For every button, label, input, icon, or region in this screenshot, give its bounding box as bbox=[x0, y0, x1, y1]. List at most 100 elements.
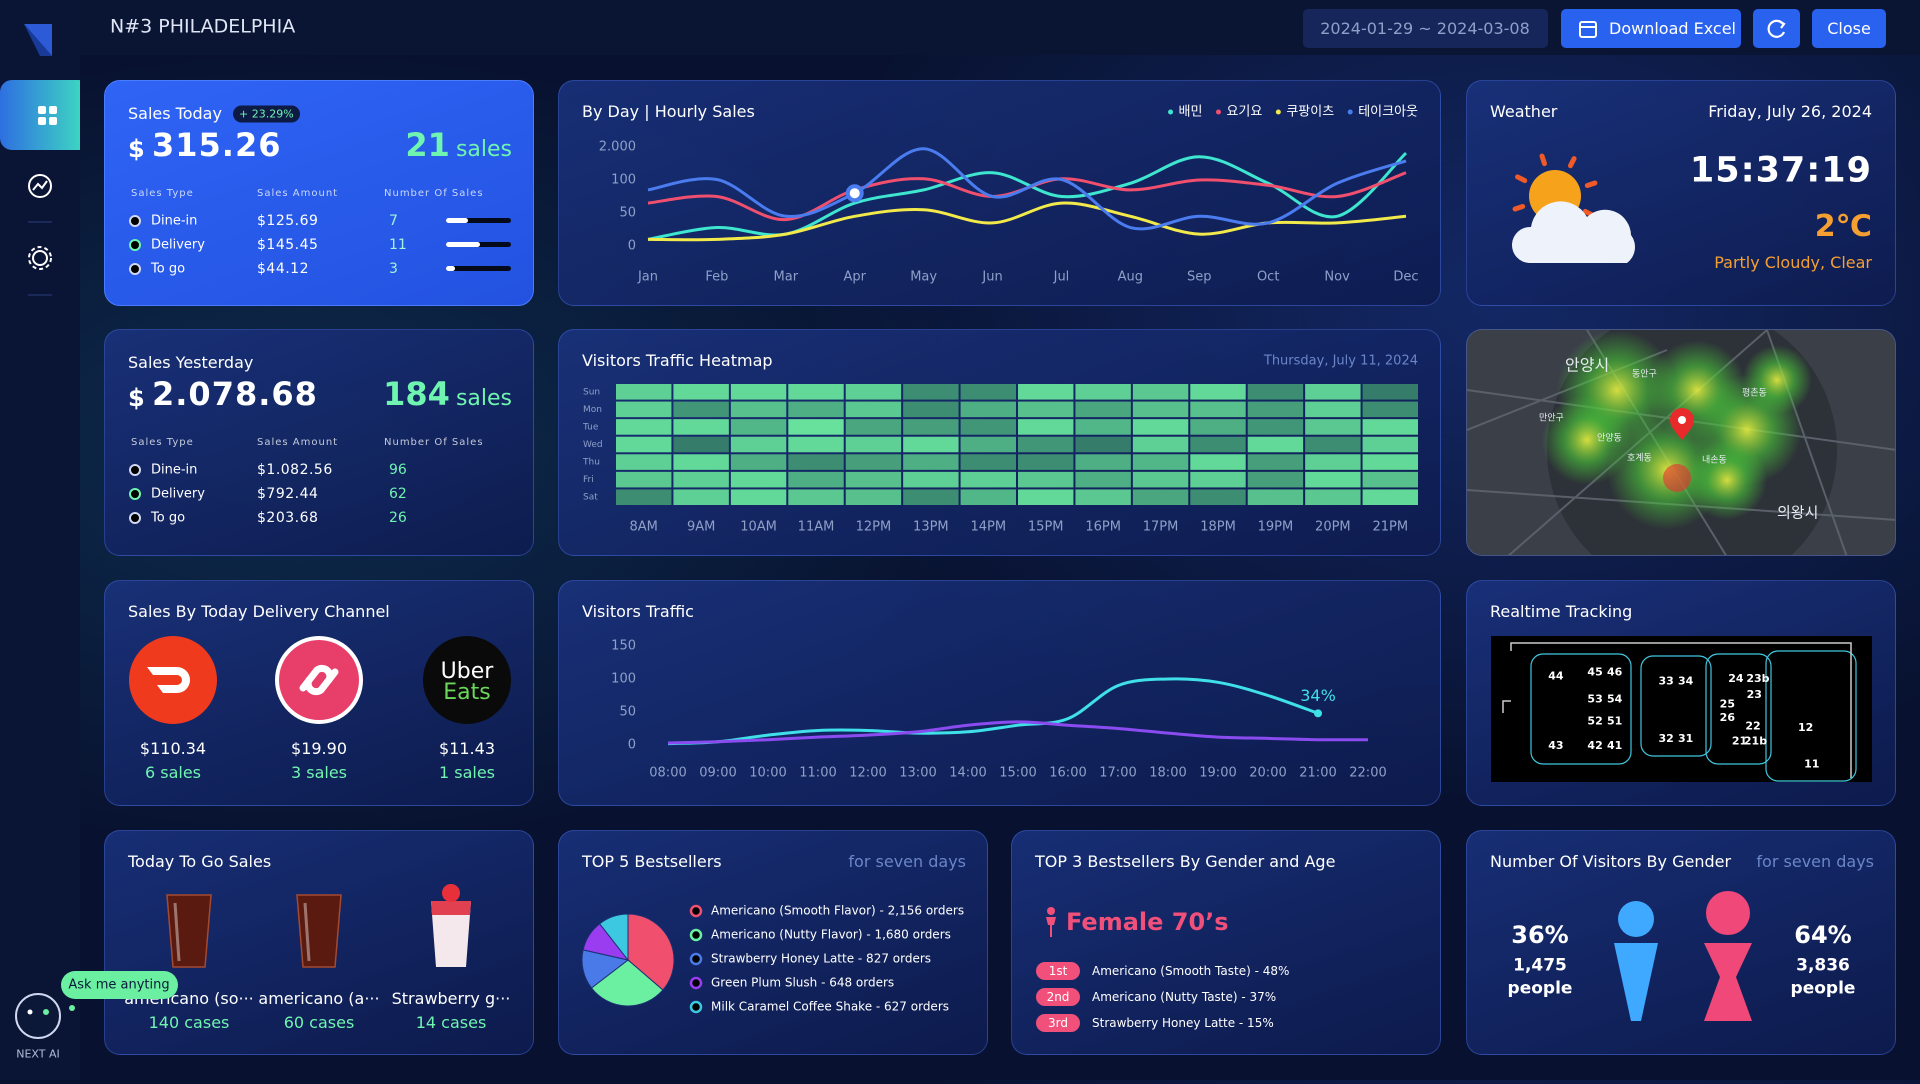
channel-sales: 3 sales bbox=[290, 763, 348, 782]
heat-cell bbox=[1018, 489, 1074, 505]
sun-ray bbox=[1567, 156, 1577, 169]
hourly-sales-card: By Day | Hourly Sales 0 50 100 2.000 Jan Feb Ma… bbox=[558, 80, 1441, 306]
heat-cell bbox=[788, 384, 844, 400]
heat-cell bbox=[1247, 419, 1304, 435]
heat-blob bbox=[1687, 440, 1767, 520]
text: 1st bbox=[1048, 964, 1068, 978]
weather-date: Friday, July 26, 2024 bbox=[1708, 102, 1872, 121]
heat-cell bbox=[1190, 436, 1246, 453]
zone-label: 24 bbox=[1728, 672, 1744, 685]
x-tick-label: Dec bbox=[1393, 270, 1418, 285]
visitors-gender-card: Number Of Visitors By Gender for seven da… bbox=[1466, 830, 1896, 1055]
weather-card: Weather Friday, July 26, 2024 15:37:19 2℃ Pa… bbox=[1466, 80, 1896, 306]
card-title: Sales By Today Delivery Channel bbox=[128, 602, 390, 621]
uber-logo bbox=[423, 636, 511, 724]
refresh-button[interactable] bbox=[1753, 9, 1800, 48]
legend-dot bbox=[689, 976, 703, 990]
settings-icon[interactable] bbox=[32, 250, 48, 266]
channel-amount: $110.34 bbox=[139, 739, 207, 758]
bar-track bbox=[446, 218, 511, 223]
dashboard-icon[interactable] bbox=[38, 106, 57, 125]
count: 1,475 bbox=[1513, 955, 1567, 976]
heat-cell bbox=[1075, 384, 1131, 400]
zone-label: 34 bbox=[1678, 674, 1694, 687]
col-label: 9AM bbox=[687, 520, 715, 535]
map-label: 안양동 bbox=[1597, 433, 1622, 444]
group-label: Female 70’s bbox=[1066, 908, 1229, 936]
delivery-channel-card: Sales By Today Delivery Channel Uber Eats $… bbox=[104, 580, 534, 806]
heat-cell bbox=[1247, 384, 1304, 400]
cup bbox=[431, 901, 471, 967]
rank-text: Americano (Smooth Taste) - 48% bbox=[1092, 964, 1290, 978]
heat-cell bbox=[1305, 419, 1361, 435]
row-label: Fri bbox=[583, 475, 594, 485]
chart bbox=[166, 884, 471, 968]
x-tick-label: 13:00 bbox=[899, 766, 936, 781]
count-unit: sales bbox=[455, 137, 512, 162]
sales-type: Delivery bbox=[151, 486, 205, 502]
heat-cell bbox=[788, 436, 844, 453]
download-button[interactable]: Download Excel bbox=[1561, 9, 1741, 48]
heat-cell bbox=[960, 489, 1016, 505]
sidebar bbox=[0, 0, 90, 1080]
sales-number: 7 bbox=[389, 213, 398, 229]
heat-cell bbox=[788, 454, 844, 470]
zone-label: 52 bbox=[1587, 715, 1602, 728]
sales-number: 11 bbox=[389, 237, 407, 253]
col-label: 10AM bbox=[740, 520, 777, 535]
nav-active[interactable] bbox=[0, 80, 90, 150]
heat-cell bbox=[845, 454, 902, 470]
heat-cell bbox=[845, 436, 902, 453]
heat-cell bbox=[616, 401, 672, 418]
heat-cell bbox=[1362, 401, 1418, 418]
col-label: 21PM bbox=[1372, 520, 1408, 535]
assistant-bubble[interactable]: Ask me anyting bbox=[61, 971, 178, 999]
chart-icon[interactable] bbox=[28, 174, 52, 198]
heat-cell bbox=[673, 401, 729, 418]
ai-icon[interactable] bbox=[15, 993, 61, 1039]
heat-cell bbox=[1362, 436, 1418, 453]
x-tick-label: 17:00 bbox=[1099, 766, 1136, 781]
date-range[interactable]: 2024-01-29 ~ 2024-03-08 bbox=[1303, 9, 1548, 48]
map-label: 호계동 bbox=[1627, 452, 1652, 464]
chart bbox=[1614, 891, 1752, 1021]
sales-amount: $792.44 bbox=[257, 486, 319, 502]
heat-cell bbox=[616, 489, 672, 505]
heat-cell bbox=[960, 436, 1016, 453]
heat-cell bbox=[673, 454, 729, 470]
currency: $ bbox=[128, 384, 145, 412]
zone-label: 53 bbox=[1587, 693, 1602, 706]
zone-label: 41 bbox=[1607, 739, 1622, 752]
y-tick-label: 100 bbox=[611, 672, 636, 687]
heat-cell bbox=[1190, 419, 1246, 435]
cup-top bbox=[431, 901, 471, 915]
heat-cell bbox=[730, 454, 787, 470]
map-label: 의왕시 bbox=[1777, 504, 1818, 522]
heat-cell bbox=[1190, 489, 1246, 505]
col-label: 14PM bbox=[970, 520, 1006, 535]
heat-cell bbox=[1362, 419, 1418, 435]
card-title: Weather bbox=[1490, 102, 1558, 121]
col-label: 12PM bbox=[856, 520, 892, 535]
item-cases: 14 cases bbox=[415, 1013, 487, 1032]
x-tick-label: 18:00 bbox=[1149, 766, 1186, 781]
close-button[interactable]: Close bbox=[1812, 9, 1886, 48]
sales-amount: $125.69 bbox=[257, 213, 319, 229]
cup-shine bbox=[173, 902, 181, 962]
chart: 0 50 100 150 08:00 09:00 10:00 11:00 12:00 13:00 1… bbox=[611, 639, 1387, 781]
sun-ray bbox=[1515, 174, 1528, 184]
uber-logo-text: Uber bbox=[441, 659, 495, 684]
heat-cell bbox=[788, 401, 844, 418]
heat-cell bbox=[1018, 471, 1074, 488]
heat-cell bbox=[1190, 454, 1246, 470]
y-tick-label: 150 bbox=[611, 639, 636, 654]
heat-cell bbox=[1075, 471, 1131, 488]
y-tick-label: 2.000 bbox=[599, 140, 636, 155]
zone-label: 23 bbox=[1747, 688, 1762, 701]
col-label: 19PM bbox=[1258, 520, 1294, 535]
x-tick-label: 09:00 bbox=[699, 766, 736, 781]
y-tick-label: 50 bbox=[619, 705, 636, 720]
x-tick-label: 20:00 bbox=[1249, 766, 1286, 781]
